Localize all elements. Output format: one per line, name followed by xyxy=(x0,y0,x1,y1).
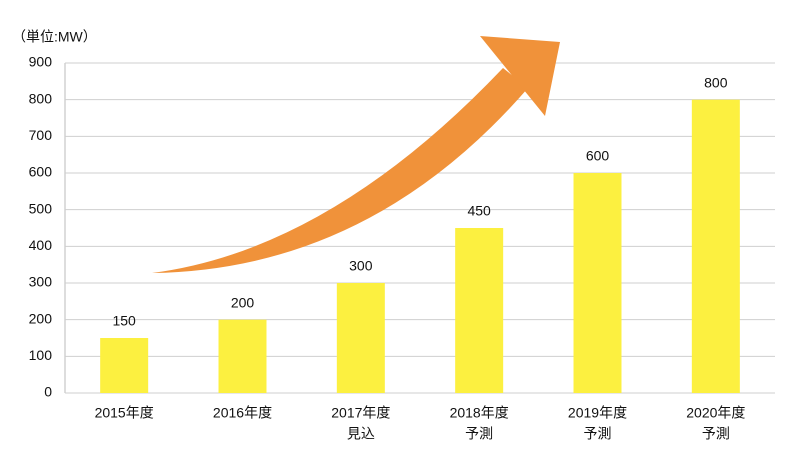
y-axis-label: （単位:MW） xyxy=(12,29,97,45)
y-tick-label: 600 xyxy=(29,164,53,180)
y-tick-label: 300 xyxy=(29,274,53,290)
bar xyxy=(573,173,622,393)
y-tick-label: 100 xyxy=(29,347,53,363)
bar xyxy=(100,338,149,393)
x-tick-label: 2015年度 xyxy=(95,405,154,421)
data-label: 600 xyxy=(586,148,610,164)
x-tick-label: 2019年度 xyxy=(568,405,627,421)
y-tick-label: 900 xyxy=(29,54,53,70)
y-tick-label: 400 xyxy=(29,237,53,253)
data-label: 450 xyxy=(467,203,491,219)
data-label: 300 xyxy=(349,258,373,274)
trend-arrow-head xyxy=(480,36,560,116)
y-tick-label: 0 xyxy=(44,384,52,400)
y-tick-label: 200 xyxy=(29,310,53,326)
x-tick-label: 2017年度 xyxy=(331,405,390,421)
bar xyxy=(336,283,385,393)
x-tick-label: 2020年度 xyxy=(686,405,745,421)
x-tick-label: 2016年度 xyxy=(213,405,272,421)
data-label: 150 xyxy=(112,313,136,329)
x-tick-label: 予測 xyxy=(702,426,730,442)
bar xyxy=(218,319,267,393)
y-tick-label: 800 xyxy=(29,90,53,106)
data-label: 200 xyxy=(231,294,255,310)
x-tick-label: 予測 xyxy=(465,426,493,442)
y-tick-label: 700 xyxy=(29,127,53,143)
x-tick-label: 2018年度 xyxy=(450,405,509,421)
bar xyxy=(691,99,740,394)
bar xyxy=(455,228,504,393)
y-tick-label: 500 xyxy=(29,200,53,216)
data-label: 800 xyxy=(704,74,728,90)
x-tick-label: 見込 xyxy=(347,426,375,442)
x-tick-label: 予測 xyxy=(584,426,612,442)
trend-arrow-body xyxy=(152,68,528,273)
